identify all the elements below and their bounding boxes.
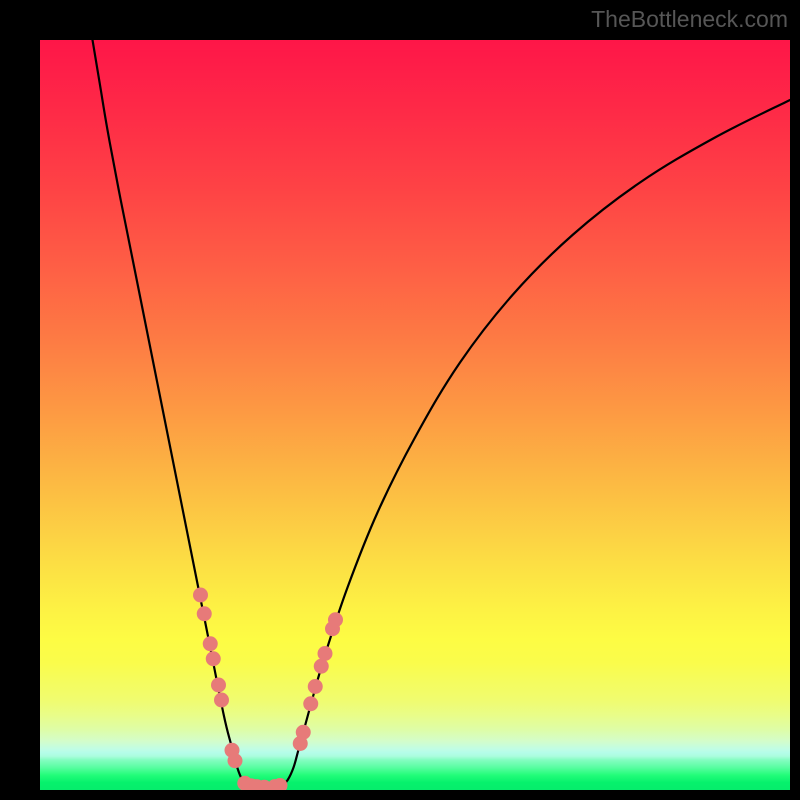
data-point — [228, 753, 243, 768]
data-point — [303, 696, 318, 711]
chart-outer-frame: TheBottleneck.com — [0, 0, 800, 800]
data-point — [308, 679, 323, 694]
gradient-background — [40, 40, 790, 790]
data-point — [211, 678, 226, 693]
data-point — [318, 646, 333, 661]
data-point — [203, 636, 218, 651]
data-point — [206, 651, 221, 666]
data-point — [197, 606, 212, 621]
data-point — [328, 612, 343, 627]
watermark-label: TheBottleneck.com — [591, 6, 788, 33]
data-point — [296, 725, 311, 740]
bottleneck-chart-plot — [40, 40, 790, 790]
data-point — [314, 659, 329, 674]
data-point — [193, 588, 208, 603]
data-point — [214, 693, 229, 708]
